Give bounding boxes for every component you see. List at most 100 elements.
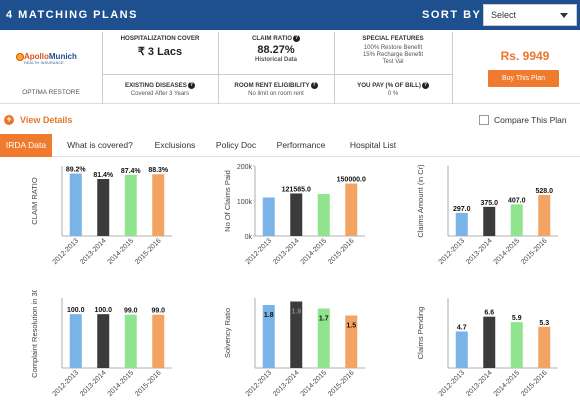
tab-policy-doc[interactable]: Policy Doc: [215, 140, 257, 150]
x-tick-label: 2012-2013: [245, 237, 274, 266]
y-axis-label: CLAIM RATIO: [30, 177, 39, 225]
logo-mark-icon: [16, 53, 24, 61]
you-pay-label: YOU PAY (% OF BILL): [357, 82, 421, 90]
divider: [452, 32, 453, 104]
tab-performance[interactable]: Performance: [276, 140, 326, 150]
header-bar: 4 MATCHING PLANS SORT BY Select: [0, 0, 580, 30]
chart-claim-ratio: CLAIM RATIO 89.2% 2012-2013 81.4% 2013-2014 8…: [0, 158, 190, 278]
help-icon[interactable]: ?: [293, 35, 301, 42]
buy-this-plan-button[interactable]: Buy This Plan: [488, 70, 559, 87]
sort-select-value: Select: [491, 10, 517, 20]
chart-svg: Solvency Ratio 1.8 2012-2013 1.9 2013-2014 1.…: [223, 298, 365, 398]
room-rent-label: ROOM RENT ELIGIBILITY: [234, 82, 310, 90]
data-label: 88.3%: [148, 167, 169, 174]
data-label: 297.0: [453, 206, 471, 213]
tab-bar: IRDA Data What is covered? Exclusions Po…: [0, 134, 580, 157]
divider: [334, 32, 335, 104]
special-features-label: SPECIAL FEATURES: [362, 35, 424, 42]
y-tick-label: 100k: [237, 199, 253, 206]
chart-svg: CLAIM RATIO 89.2% 2012-2013 81.4% 2013-2014 8…: [30, 166, 172, 266]
matching-plans-title: 4 MATCHING PLANS: [6, 9, 138, 21]
chart-svg: Claims Amount (in Cr) 297.0 2012-2013 375.0…: [416, 164, 558, 266]
chevron-down-icon: [560, 13, 568, 18]
logo-subtitle: HEALTH INSURANCE: [24, 61, 64, 65]
bar: [317, 308, 330, 368]
hospitalization-cover-value: ₹ 3 Lacs: [137, 46, 183, 58]
special-features: SPECIAL FEATURES 100% Restore Benefit 15…: [334, 35, 452, 65]
chart-svg: Complaint Resolution in 30 100.0 2012-2013…: [30, 288, 172, 398]
x-tick-label: 2015-2016: [520, 237, 549, 266]
data-label: 87.4%: [121, 168, 142, 175]
apollo-munich-logo: ApolloMunich HEALTH INSURANCE: [14, 52, 82, 66]
hospitalization-cover-label: HOSPITALIZATION COVER: [120, 35, 200, 42]
bar: [262, 305, 275, 368]
x-tick-label: 2014-2015: [107, 369, 136, 398]
data-label: 4.7: [457, 324, 467, 331]
x-tick-label: 2012-2013: [438, 237, 467, 266]
view-details-link[interactable]: View Details: [20, 115, 73, 125]
data-label: 5.3: [539, 320, 549, 327]
x-tick-label: 2012-2013: [52, 369, 81, 398]
bar: [69, 173, 82, 236]
bar: [455, 212, 468, 236]
tab-hospital-list[interactable]: Hospital List: [349, 140, 397, 150]
special-feature-item: Test Val: [382, 59, 404, 65]
help-icon[interactable]: ?: [310, 82, 318, 89]
x-tick-label: 2013-2014: [79, 237, 108, 266]
bar: [152, 174, 165, 236]
data-label: 1.8: [264, 312, 274, 319]
plus-circle-icon[interactable]: +: [4, 115, 14, 125]
y-axis-label: Claims Pending: [416, 307, 425, 360]
help-icon[interactable]: ?: [421, 82, 429, 89]
data-label: 81.4%: [93, 172, 114, 179]
x-tick-label: 2013-2014: [79, 369, 108, 398]
data-label: 150000.0: [337, 177, 366, 184]
bar: [290, 193, 303, 236]
bar: [152, 314, 165, 368]
x-tick-label: 2014-2015: [107, 237, 136, 266]
sort-select[interactable]: Select: [483, 4, 577, 26]
special-feature-item: 100% Restore Benefit: [363, 45, 423, 51]
compare-checkbox[interactable]: [479, 115, 489, 125]
chart-svg: No Of Claims Paid 0k 100k 200k 2012-2013 1215…: [223, 164, 366, 266]
x-tick-label: 2013-2014: [465, 237, 494, 266]
data-label: 99.0: [151, 308, 165, 315]
room-rent-eligibility: ROOM RENT ELIGIBILITY? No limit on room …: [218, 82, 334, 97]
data-label: 100.0: [67, 307, 85, 314]
chart-claims-pending: Claims Pending 4.7 2012-2013 6.6 2013-2014 5.…: [386, 290, 576, 410]
x-tick-label: 2013-2014: [272, 369, 301, 398]
tab-irda-data[interactable]: IRDA Data: [0, 134, 52, 157]
bar: [538, 326, 551, 368]
plan-card: ApolloMunich HEALTH INSURANCE OPTIMA RES…: [0, 30, 580, 104]
bar: [124, 174, 137, 236]
x-tick-label: 2014-2015: [300, 237, 329, 266]
chart-svg: Claims Pending 4.7 2012-2013 6.6 2013-2014 5.…: [416, 298, 558, 398]
tab-exclusions[interactable]: Exclusions: [154, 140, 196, 150]
compare-label: Compare This Plan: [494, 115, 567, 125]
data-label: 121585.0: [282, 186, 311, 193]
data-label: 89.2%: [66, 167, 87, 174]
data-label: 5.9: [512, 315, 522, 322]
help-icon[interactable]: ?: [187, 82, 195, 89]
bar: [97, 314, 110, 368]
x-tick-label: 2012-2013: [52, 237, 81, 266]
y-tick-label: 0k: [245, 234, 253, 241]
x-tick-label: 2015-2016: [327, 237, 356, 266]
chart-claims-amount: Claims Amount (in Cr) 297.0 2012-2013 375.0…: [386, 158, 576, 278]
y-axis-label: Solvency Ratio: [223, 308, 232, 358]
you-pay: YOU PAY (% OF BILL)? 0 %: [334, 82, 452, 97]
data-label: 375.0: [480, 200, 498, 207]
x-tick-label: 2014-2015: [493, 237, 522, 266]
room-rent-value: No limit on room rent: [248, 91, 304, 98]
bar: [483, 316, 496, 368]
bar: [345, 315, 358, 368]
details-row: + View Details Compare This Plan: [0, 110, 580, 130]
data-label: 6.6: [484, 310, 494, 317]
divider: [102, 74, 452, 75]
plan-name: OPTIMA RESTORE: [22, 89, 80, 96]
tab-what-is-covered[interactable]: What is covered?: [67, 140, 133, 150]
bar: [69, 314, 82, 368]
data-label: 99.0: [124, 308, 138, 315]
chart-claims-paid: No Of Claims Paid 0k 100k 200k 2012-2013 1215…: [193, 158, 383, 278]
sort-by-label: SORT BY: [422, 9, 482, 21]
